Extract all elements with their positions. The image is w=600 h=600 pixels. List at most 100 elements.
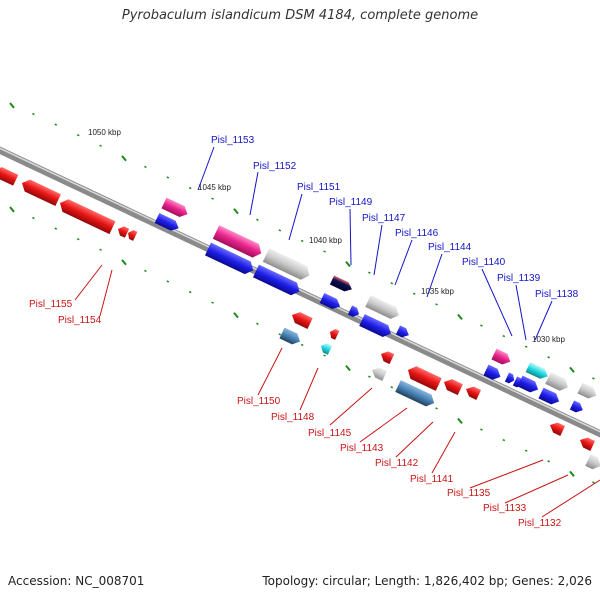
leader-line — [394, 239, 413, 286]
gene-label-pisl-1151[interactable]: Pisl_1151 — [297, 182, 341, 193]
gene-pisl-1147[interactable] — [347, 305, 361, 318]
gene-label-pisl-1133[interactable]: Pisl_1133 — [483, 503, 527, 514]
inner-tick — [547, 460, 550, 463]
outer-tick — [323, 250, 326, 253]
gene-pisl-1133[interactable] — [578, 435, 596, 451]
gene-pisl-1146[interactable] — [365, 295, 401, 321]
forward-gene-labels: Pisl_1153 Pisl_1152 Pisl_1151 Pisl_1149 … — [211, 135, 579, 300]
inner-tick — [278, 333, 282, 336]
inner-tick — [368, 375, 371, 378]
gene-pisl-1149[interactable] — [329, 275, 354, 293]
gene-pisl-1150b[interactable] — [279, 327, 302, 347]
leader-line — [515, 284, 527, 341]
gene-pisl-1150[interactable] — [289, 310, 313, 329]
inner-tick — [32, 216, 35, 220]
gene-pisl-1139b[interactable] — [517, 375, 540, 395]
leader-line — [541, 479, 600, 518]
outer-tick — [480, 324, 483, 327]
inner-tick — [166, 280, 170, 283]
outer-tick — [188, 186, 192, 190]
label-leader-lines — [74, 146, 600, 518]
gene-label-pisl-1139[interactable]: Pisl_1139 — [497, 273, 541, 284]
gene-pisl-1140b[interactable] — [483, 364, 503, 383]
gene-label-pisl-1142[interactable]: Pisl_1142 — [375, 458, 419, 469]
gene-pisl-1132[interactable] — [585, 454, 600, 472]
gene-label-pisl-1144[interactable]: Pisl_1144 — [428, 242, 472, 253]
gene-label-pisl-1141[interactable]: Pisl_1141 — [410, 474, 454, 485]
gene-label-pisl-1132[interactable]: Pisl_1132 — [518, 518, 562, 529]
scale-label-1050: 1050 kbp — [88, 128, 121, 137]
leader-line — [426, 253, 443, 298]
outer-tick — [569, 366, 575, 373]
gene-pisl-1153b[interactable] — [154, 213, 181, 233]
outer-tick — [502, 334, 506, 338]
gene-pisl-1146b[interactable] — [359, 314, 393, 339]
gene-label-pisl-1143[interactable]: Pisl_1143 — [340, 443, 384, 454]
gene-pisl-1148[interactable] — [328, 327, 340, 340]
gene-pisl-1152b[interactable] — [205, 242, 256, 277]
gene-pisl-1149b[interactable] — [319, 293, 343, 311]
gene-pisl-1139[interactable] — [525, 362, 551, 381]
gene-label-pisl-1146[interactable]: Pisl_1146 — [395, 228, 439, 239]
gene-small-2[interactable] — [126, 228, 138, 241]
leader-line — [359, 407, 408, 443]
gene-label-pisl-1145[interactable]: Pisl_1145 — [308, 428, 352, 439]
outer-tick — [99, 144, 102, 147]
gene-label-pisl-1152[interactable]: Pisl_1152 — [253, 161, 297, 172]
gene-pisl-1152[interactable] — [212, 225, 265, 260]
gene-pisl-1148b[interactable] — [319, 341, 333, 355]
gene-pisl-1142[interactable] — [405, 364, 442, 391]
gene-pisl-1154[interactable] — [57, 197, 116, 235]
outer-tick-ring — [9, 102, 595, 380]
outer-tick — [457, 313, 463, 321]
inner-tick — [435, 407, 438, 410]
inner-tick — [211, 301, 214, 304]
gene-label-pisl-1140[interactable]: Pisl_1140 — [462, 257, 506, 268]
gene-pisl-1141b[interactable] — [464, 384, 482, 400]
inner-tick — [569, 470, 575, 477]
inner-tick — [99, 248, 102, 251]
gene-pisl-1145b[interactable] — [370, 365, 388, 381]
leader-line — [197, 146, 215, 191]
gene-pisl-1155b[interactable] — [19, 177, 61, 206]
gene-label-pisl-1155[interactable]: Pisl_1155 — [29, 299, 73, 310]
inner-tick — [345, 365, 351, 372]
gene-pisl-1138[interactable] — [545, 372, 570, 393]
gene-label-pisl-1149[interactable]: Pisl_1149 — [329, 197, 373, 208]
gene-pisl-1135[interactable] — [548, 420, 566, 436]
inner-tick — [9, 206, 15, 213]
gene-label-pisl-1150[interactable]: Pisl_1150 — [237, 396, 281, 407]
gene-pisl-1153[interactable] — [161, 197, 190, 220]
gene-label-pisl-1147[interactable]: Pisl_1147 — [362, 213, 406, 224]
gene-pisl-1155a[interactable] — [0, 165, 19, 186]
gene-label-pisl-1148[interactable]: Pisl_1148 — [271, 412, 315, 423]
gene-pisl-1141[interactable] — [441, 377, 463, 396]
gene-label-pisl-1138[interactable]: Pisl_1138 — [535, 289, 579, 300]
inner-tick — [457, 417, 463, 425]
gene-pisl-1145[interactable] — [379, 349, 395, 365]
outer-tick — [300, 239, 304, 243]
leader-line — [249, 171, 259, 216]
gene-features[interactable] — [0, 165, 600, 472]
gene-pisl-1151[interactable] — [262, 248, 313, 282]
gene-small-5[interactable] — [569, 400, 585, 414]
gene-pisl-1143[interactable] — [395, 380, 437, 409]
gene-label-pisl-1135[interactable]: Pisl_1135 — [447, 488, 491, 499]
scale-labels: 1050 kbp 1045 kbp 1040 kbp 1035 kbp 1030… — [88, 128, 565, 344]
outer-tick — [412, 292, 416, 295]
gene-pisl-1144[interactable] — [395, 325, 411, 339]
inner-tick — [76, 238, 80, 241]
gene-label-pisl-1154[interactable]: Pisl_1154 — [58, 315, 102, 326]
gene-small-6[interactable] — [577, 382, 598, 402]
gene-small-1[interactable] — [116, 224, 130, 238]
outer-tick — [54, 123, 58, 126]
outer-tick — [76, 134, 80, 137]
gene-pisl-1138b[interactable] — [538, 387, 561, 407]
leader-line — [395, 421, 434, 458]
gene-small-3[interactable] — [504, 372, 517, 384]
gene-label-pisl-1153[interactable]: Pisl_1153 — [211, 135, 255, 146]
outer-tick — [9, 102, 15, 109]
gene-pisl-1151b[interactable] — [253, 264, 302, 298]
gene-pisl-1140[interactable] — [491, 348, 512, 368]
